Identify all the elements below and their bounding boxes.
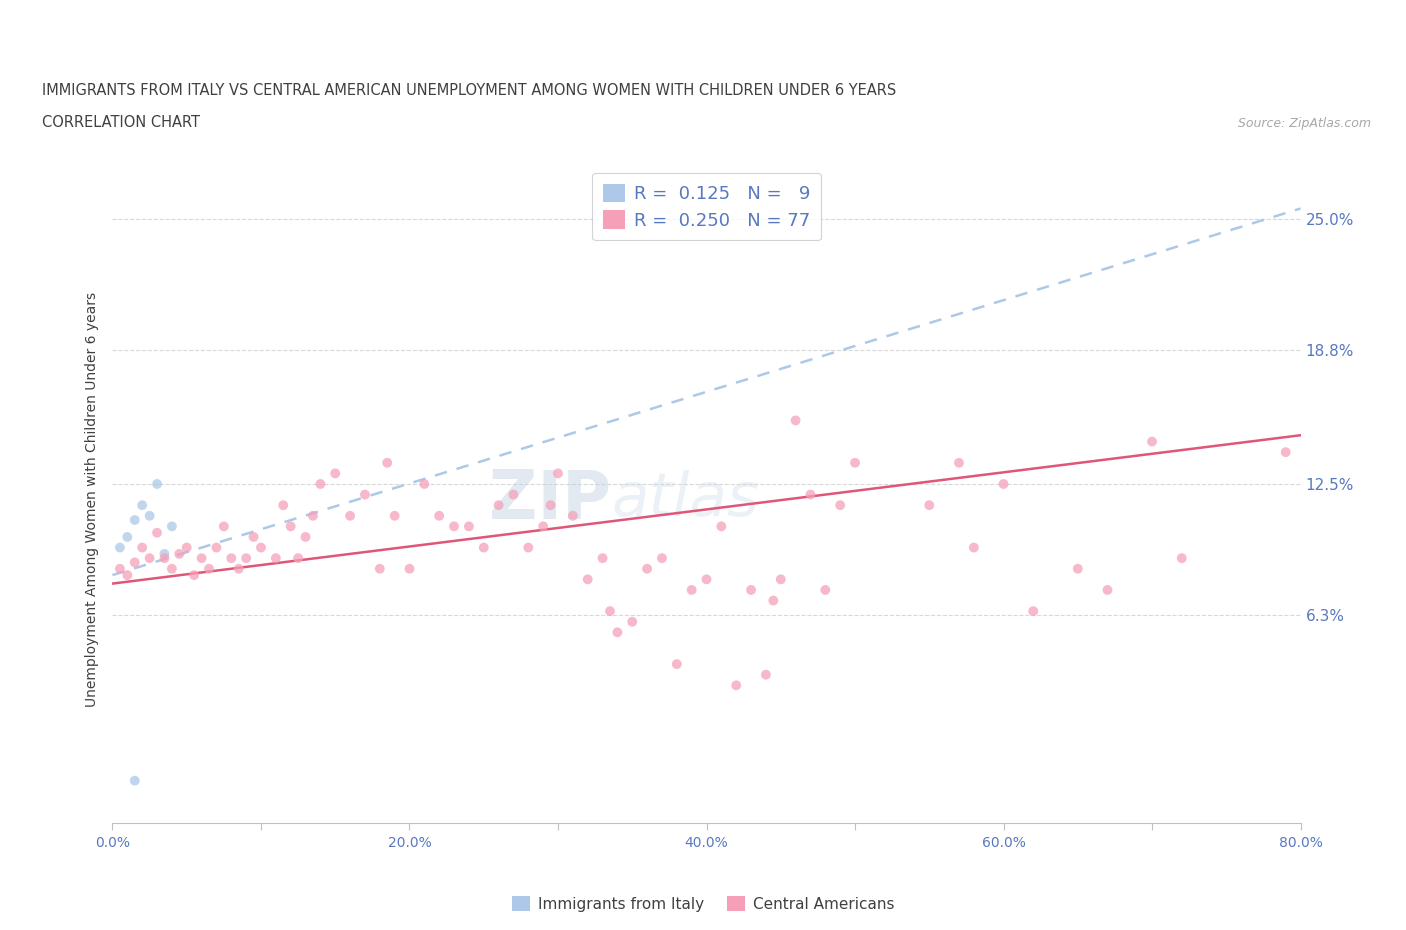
- Point: [117, 567, 139, 582]
- Point: [561, 509, 583, 524]
- Point: [242, 529, 264, 544]
- Text: Source: ZipAtlas.com: Source: ZipAtlas.com: [1237, 117, 1371, 130]
- Point: [1097, 582, 1119, 597]
- Point: [354, 487, 377, 502]
- Point: [576, 572, 599, 587]
- Point: [228, 562, 250, 577]
- Point: [108, 562, 131, 577]
- Text: atlas: atlas: [612, 471, 759, 529]
- Point: [235, 551, 257, 565]
- Point: [169, 547, 191, 562]
- Point: [309, 476, 332, 491]
- Legend: Immigrants from Italy, Central Americans: Immigrants from Italy, Central Americans: [506, 889, 900, 918]
- Point: [592, 551, 614, 565]
- Y-axis label: Unemployment Among Women with Children Under 6 years: Unemployment Among Women with Children U…: [86, 292, 100, 708]
- Point: [799, 487, 821, 502]
- Point: [740, 582, 762, 597]
- Point: [302, 509, 325, 524]
- Point: [205, 540, 228, 555]
- Point: [427, 509, 450, 524]
- Point: [339, 509, 361, 524]
- Point: [323, 466, 346, 481]
- Point: [830, 498, 852, 512]
- Point: [146, 476, 169, 491]
- Point: [963, 540, 986, 555]
- Point: [176, 540, 198, 555]
- Point: [138, 551, 160, 565]
- Point: [918, 498, 941, 512]
- Point: [517, 540, 540, 555]
- Point: [785, 413, 807, 428]
- Point: [108, 540, 131, 555]
- Point: [769, 572, 792, 587]
- Point: [488, 498, 510, 512]
- Text: CORRELATION CHART: CORRELATION CHART: [42, 115, 200, 130]
- Point: [146, 525, 169, 540]
- Point: [621, 615, 644, 630]
- Point: [138, 509, 160, 524]
- Point: [606, 625, 628, 640]
- Point: [755, 667, 778, 682]
- Point: [472, 540, 495, 555]
- Point: [280, 519, 302, 534]
- Point: [948, 456, 970, 471]
- Point: [250, 540, 273, 555]
- Point: [1140, 434, 1163, 449]
- Point: [1274, 445, 1296, 459]
- Point: [531, 519, 554, 534]
- Point: [160, 562, 183, 577]
- Point: [198, 562, 221, 577]
- Text: IMMIGRANTS FROM ITALY VS CENTRAL AMERICAN UNEMPLOYMENT AMONG WOMEN WITH CHILDREN: IMMIGRANTS FROM ITALY VS CENTRAL AMERICA…: [42, 83, 897, 98]
- Point: [814, 582, 837, 597]
- Point: [681, 582, 703, 597]
- Point: [413, 476, 436, 491]
- Point: [636, 562, 658, 577]
- Point: [398, 562, 420, 577]
- Point: [160, 519, 183, 534]
- Point: [190, 551, 212, 565]
- Point: [547, 466, 569, 481]
- Point: [443, 519, 465, 534]
- Point: [124, 555, 146, 570]
- Point: [1170, 551, 1192, 565]
- Point: [599, 604, 621, 618]
- Text: ZIP: ZIP: [489, 467, 612, 533]
- Point: [131, 540, 153, 555]
- Point: [271, 498, 294, 512]
- Point: [844, 456, 866, 471]
- Point: [124, 512, 146, 527]
- Point: [117, 529, 139, 544]
- Point: [153, 551, 176, 565]
- Point: [1067, 562, 1090, 577]
- Point: [710, 519, 733, 534]
- Point: [665, 657, 688, 671]
- Point: [287, 551, 309, 565]
- Point: [124, 773, 146, 788]
- Point: [153, 547, 176, 562]
- Point: [696, 572, 718, 587]
- Point: [651, 551, 673, 565]
- Point: [294, 529, 316, 544]
- Point: [264, 551, 287, 565]
- Point: [762, 593, 785, 608]
- Point: [1022, 604, 1045, 618]
- Point: [502, 487, 524, 502]
- Point: [131, 498, 153, 512]
- Point: [384, 509, 406, 524]
- Point: [219, 551, 243, 565]
- Point: [540, 498, 562, 512]
- Point: [212, 519, 235, 534]
- Point: [368, 562, 391, 577]
- Point: [183, 567, 205, 582]
- Point: [375, 456, 398, 471]
- Point: [725, 678, 748, 693]
- Point: [993, 476, 1015, 491]
- Legend: R =  0.125   N =   9, R =  0.250   N = 77: R = 0.125 N = 9, R = 0.250 N = 77: [592, 173, 821, 240]
- Point: [458, 519, 481, 534]
